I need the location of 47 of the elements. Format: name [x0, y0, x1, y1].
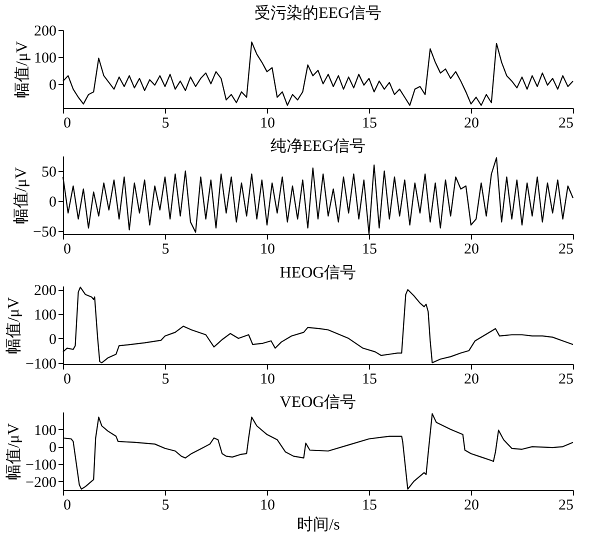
x-tick-label: 20: [464, 372, 479, 388]
y-tick-label: 100: [34, 308, 56, 324]
x-tick-label: 15: [362, 116, 377, 132]
x-tick-label: 0: [64, 116, 71, 132]
x-tick-label: 20: [464, 498, 479, 514]
x-tick-label: 10: [260, 372, 275, 388]
y-tick-label: 0: [49, 440, 56, 456]
x-tick-label: 5: [162, 372, 170, 388]
y-tick-label: 0: [49, 194, 56, 210]
chart-title: VEOG信号: [280, 394, 356, 411]
x-tick-label: 15: [362, 498, 377, 514]
y-tick-label: 100: [34, 422, 56, 439]
y-tick-label: 0: [49, 332, 56, 348]
x-tick-label: 0: [64, 498, 71, 514]
y-axis-title: 幅值/μV: [14, 40, 31, 98]
x-tick-label: 20: [464, 242, 479, 258]
y-axis-title: 幅值/μV: [13, 166, 30, 224]
x-tick-label: 10: [260, 116, 275, 132]
x-tick-label: 20: [464, 116, 479, 132]
x-tick-label: 0: [64, 242, 71, 258]
x-tick-label: 5: [162, 116, 170, 132]
y-tick-label: 100: [34, 50, 56, 66]
x-tick-label: 10: [260, 498, 275, 514]
x-tick-label: 25: [558, 372, 574, 388]
y-tick-label: −200: [26, 474, 56, 491]
x-tick-label: 15: [362, 372, 377, 388]
y-tick-label: 50: [42, 164, 56, 180]
chart-title: 纯净EEG信号: [270, 138, 366, 155]
y-axis-title: 幅值/μV: [6, 422, 23, 480]
y-tick-label: 0: [49, 77, 56, 94]
x-tick-label: 5: [162, 242, 170, 258]
y-tick-label: −50: [33, 224, 56, 240]
x-tick-label: 15: [362, 242, 377, 258]
chart-title: HEOG信号: [280, 264, 356, 282]
y-tick-label: −100: [26, 458, 56, 474]
x-tick-label: 25: [558, 116, 574, 132]
x-tick-label: 25: [558, 498, 574, 514]
y-axis-title: 幅值/μV: [6, 296, 23, 354]
y-tick-label: 200: [34, 283, 56, 300]
y-tick-label: −100: [26, 356, 56, 372]
x-tick-label: 25: [558, 242, 574, 258]
chart-title: 受污染的EEG信号: [254, 4, 382, 22]
x-tick-label: 5: [162, 498, 170, 514]
y-tick-label: 200: [34, 24, 56, 40]
x-axis-title: 时间/s: [297, 516, 340, 534]
x-tick-label: 10: [260, 242, 275, 258]
x-tick-label: 0: [64, 372, 71, 388]
